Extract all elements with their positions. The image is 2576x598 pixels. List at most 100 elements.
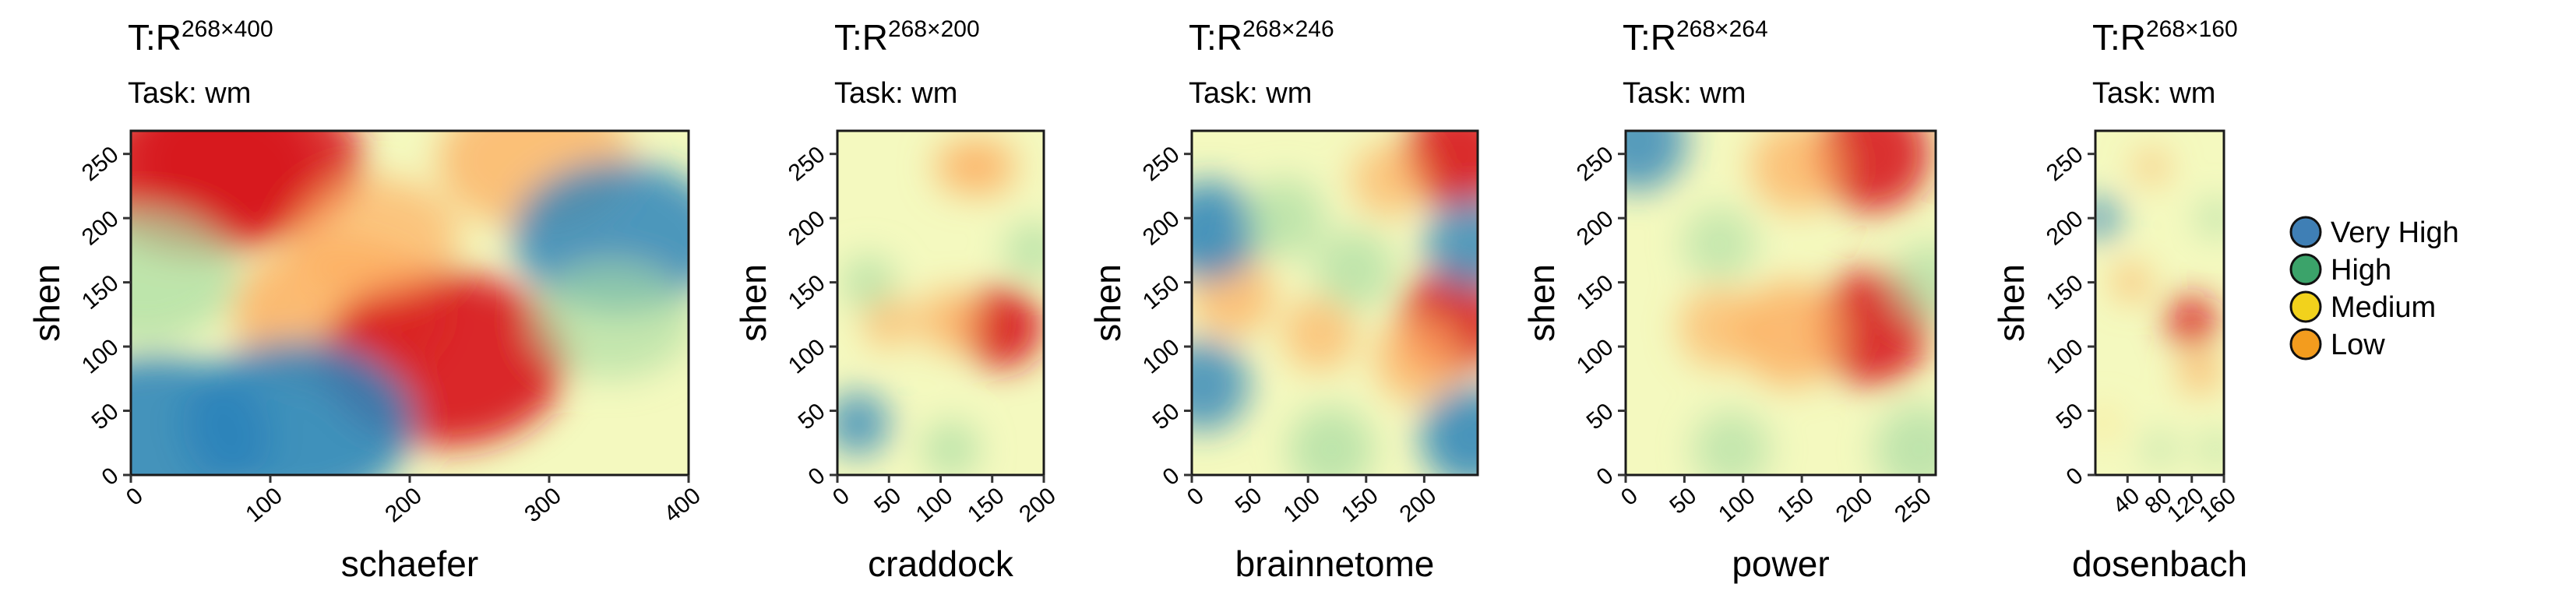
- heatmap-blob-5: [837, 391, 890, 456]
- x-tick-label: 400: [659, 483, 706, 527]
- y-tick-label: 250: [1572, 142, 1619, 186]
- panel-subtitle: Task: wm: [1623, 77, 1746, 110]
- legend-item-2: Medium: [2289, 290, 2436, 324]
- x-tick-label: 300: [520, 483, 566, 527]
- y-tick-label: 0: [804, 463, 830, 491]
- heatmap-blob-9: [1425, 198, 1478, 290]
- heatmap-blob-5: [1626, 131, 1687, 191]
- y-tick-label: 100: [1138, 334, 1185, 378]
- legend-swatch: [2289, 328, 2322, 361]
- y-tick-label: 50: [1148, 399, 1185, 435]
- y-tick-label: 200: [1572, 206, 1619, 250]
- panel-title-prefix: T:R: [1623, 17, 1676, 58]
- heatmap-blob-7: [922, 420, 980, 475]
- y-tick-label: 200: [784, 206, 830, 250]
- heatmap-blob-8: [1004, 221, 1044, 280]
- y-tick-label: 200: [1138, 206, 1185, 250]
- heatmap-blob-1: [918, 289, 983, 354]
- x-tick-label: 0: [828, 483, 855, 511]
- x-tick-label: 200: [1831, 483, 1878, 527]
- heatmap-blob-11: [1244, 178, 1325, 259]
- y-axis-title: shen: [1087, 264, 1128, 342]
- y-tick-label: 50: [1582, 399, 1619, 435]
- y-tick-label: 100: [2042, 334, 2088, 378]
- x-tick-label: 40: [2108, 483, 2144, 519]
- heatmap-panel-0: T:R268×400 Task: wm 0 100 200 300 400 0 50 100 150…: [26, 16, 706, 584]
- panel-border: [1190, 129, 1479, 477]
- heatmap-blob-10: [1288, 406, 1375, 475]
- x-tick-label: 100: [1278, 483, 1325, 527]
- y-tick-label: 0: [1592, 463, 1619, 491]
- y-tick-label: 150: [1572, 270, 1619, 315]
- y-axis-title: shen: [1521, 264, 1562, 342]
- panel-subtitle: Task: wm: [2092, 77, 2215, 110]
- x-tick-label: 50: [1231, 483, 1267, 519]
- panel-title: T:R268×400: [128, 16, 273, 58]
- heatmap-blob-6: [2197, 199, 2224, 237]
- heatmap-panel-2: T:R268×246 Task: wm 0 50 100 150 200 0 50 100 150 2…: [1087, 16, 1479, 584]
- heatmap-blob-9: [1891, 241, 1936, 323]
- heatmap-blob-0: [2167, 296, 2217, 346]
- panel-title-superscript: 268×400: [181, 16, 273, 42]
- heatmap-blob-12: [1314, 229, 1395, 310]
- y-axis-title: shen: [733, 264, 774, 342]
- x-tick-label: 200: [1014, 483, 1061, 527]
- heatmap-area: [2095, 131, 2224, 475]
- heatmap-blob-6: [1192, 181, 1260, 281]
- heatmap-blob-4: [1679, 287, 1760, 368]
- heatmap-blob-4: [2095, 407, 2120, 440]
- y-tick-label: 100: [77, 334, 124, 378]
- y-tick-label: 150: [784, 270, 830, 315]
- y-tick-label: 150: [2042, 270, 2088, 315]
- panel-subtitle: Task: wm: [834, 77, 957, 110]
- heatmap-blob-5: [2095, 197, 2120, 239]
- x-tick-label: 160: [2194, 483, 2241, 527]
- heatmap-blob-4: [933, 139, 989, 195]
- y-tick-label: 250: [2042, 142, 2088, 186]
- panel-border: [1624, 129, 1937, 477]
- legend-label: Very High: [2331, 216, 2459, 249]
- y-tick-label: 200: [2042, 206, 2088, 250]
- panel-title-superscript: 268×160: [2146, 16, 2238, 42]
- heatmap-blob-1: [2179, 351, 2221, 393]
- y-tick-label: 100: [784, 334, 830, 378]
- legend-swatch: [2289, 253, 2322, 286]
- x-axis-title: brainnetome: [1235, 543, 1435, 584]
- y-tick-label: 0: [1158, 463, 1185, 491]
- y-tick-label: 50: [2052, 399, 2088, 435]
- heatmap-blob-4: [1282, 296, 1357, 371]
- panel-subtitle: Task: wm: [1189, 77, 1312, 110]
- x-tick-label: 200: [380, 483, 427, 527]
- y-tick-label: 100: [1572, 334, 1619, 378]
- y-tick-label: 0: [2062, 463, 2088, 491]
- heatmap-blob-5: [1351, 142, 1427, 217]
- y-axis-title: shen: [26, 264, 67, 342]
- x-tick-label: 150: [1772, 483, 1819, 527]
- panel-title-prefix: T:R: [834, 17, 888, 58]
- heatmap-blob-1: [1750, 131, 1841, 212]
- y-tick-label: 50: [87, 399, 124, 435]
- panel-title: T:R268×160: [2092, 16, 2238, 58]
- legend-label: High: [2331, 254, 2391, 287]
- heatmap-area: [1192, 131, 1478, 475]
- y-tick-label: 250: [77, 142, 124, 186]
- heatmap-area: [837, 131, 1044, 475]
- heatmap-blob-2: [1375, 316, 1461, 403]
- heatmap-blob-6: [840, 254, 897, 311]
- legend: Very High High Medium Low: [2289, 216, 2459, 361]
- legend-item-3: Low: [2289, 328, 2385, 361]
- heatmap-blob-6: [1874, 404, 1936, 475]
- heatmap-blob-7: [2198, 431, 2224, 467]
- y-axis-title: shen: [1991, 264, 2032, 342]
- heatmap-blob-8: [1682, 206, 1757, 281]
- panel-title-superscript: 268×200: [888, 16, 980, 42]
- y-tick-label: 0: [97, 463, 124, 491]
- x-tick-label: 200: [1395, 483, 1442, 527]
- legend-item-0: Very High: [2289, 216, 2459, 249]
- heatmap-blob-3: [1737, 280, 1843, 387]
- panel-title: T:R268×264: [1623, 16, 1768, 58]
